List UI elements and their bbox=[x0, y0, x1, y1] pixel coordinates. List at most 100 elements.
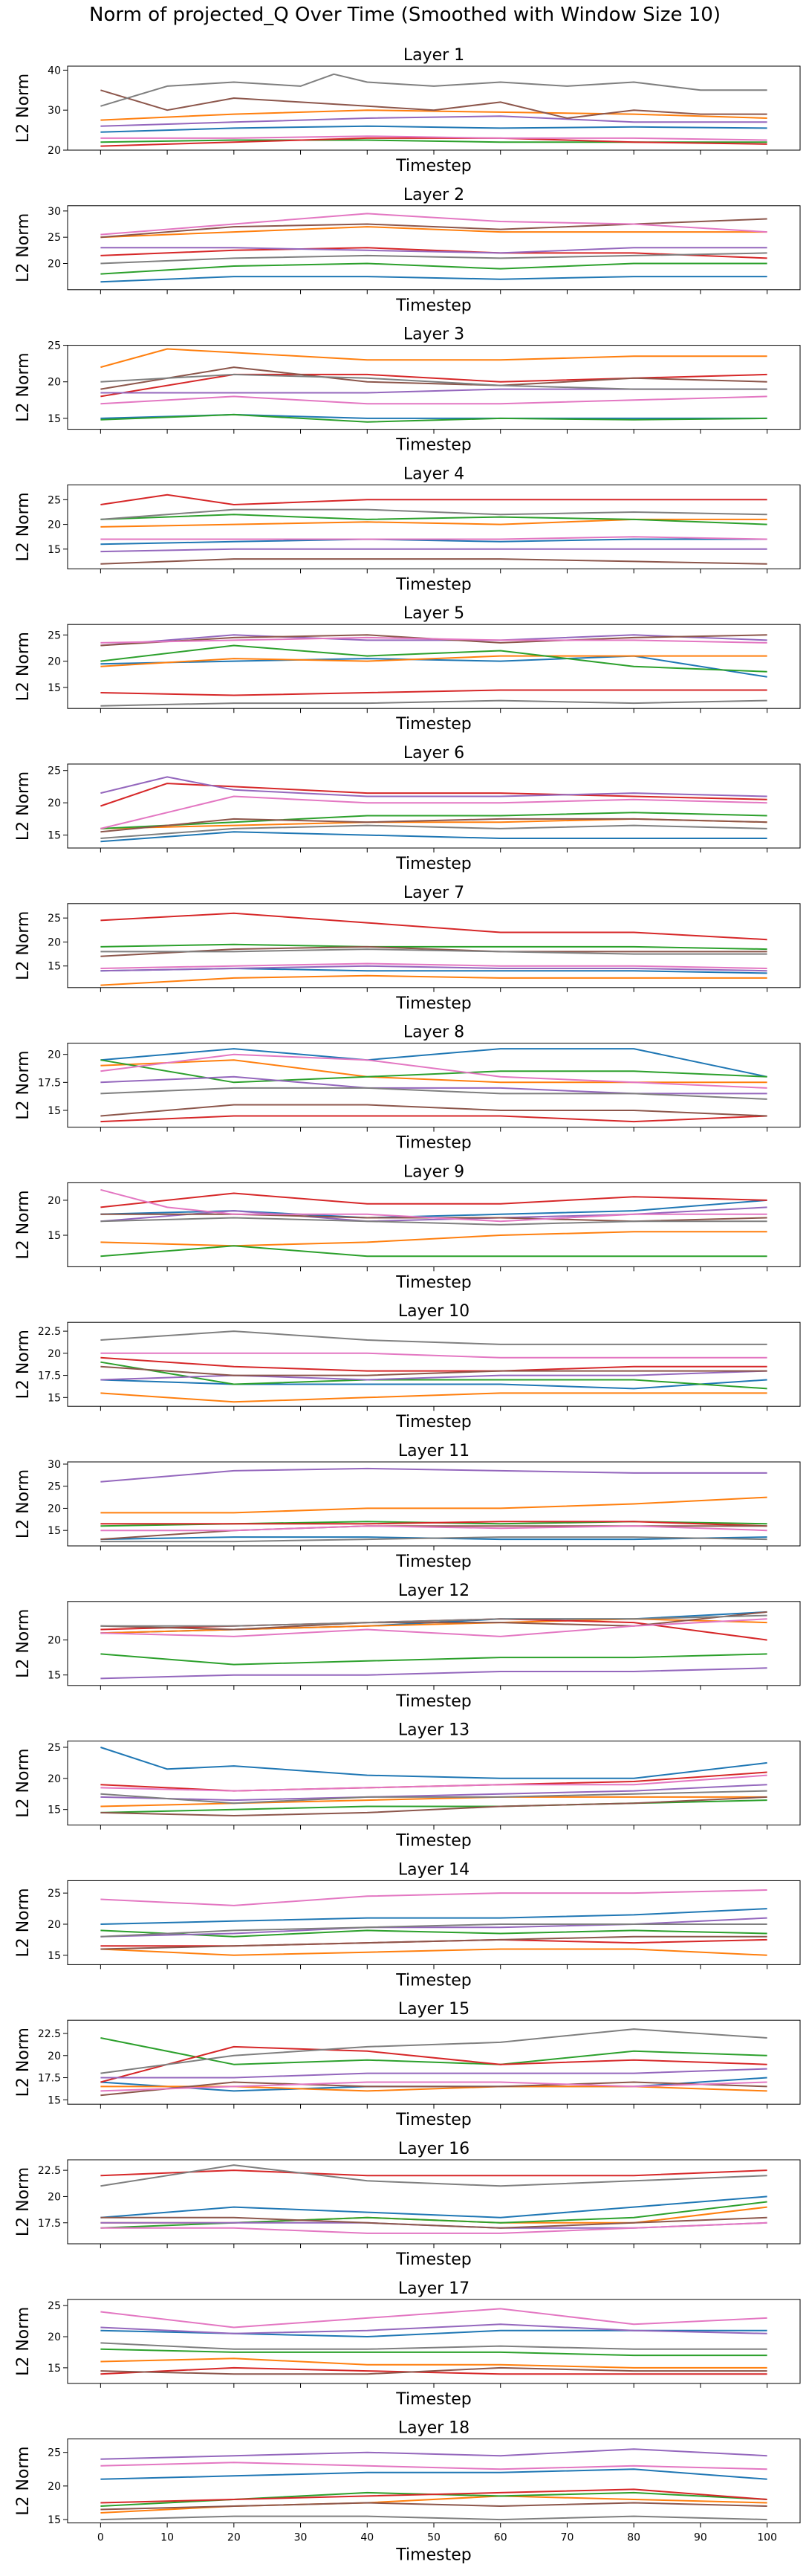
series-line bbox=[100, 2169, 767, 2177]
subplot-title: Layer 11 bbox=[398, 1442, 470, 1460]
series-line bbox=[100, 276, 767, 283]
series-line bbox=[100, 2201, 767, 2229]
series-line bbox=[100, 1352, 767, 1359]
series-line bbox=[100, 2081, 767, 2092]
series-line bbox=[100, 139, 767, 143]
plot-frame bbox=[67, 903, 801, 988]
y-tick-label: 20 bbox=[48, 1348, 61, 1360]
y-tick-label: 40 bbox=[48, 65, 61, 77]
subplot-title: Layer 9 bbox=[403, 1162, 464, 1181]
series-line bbox=[100, 1048, 767, 1078]
y-tick-label: 20 bbox=[48, 1049, 61, 1061]
series-line bbox=[100, 493, 767, 505]
subplot-title: Layer 1 bbox=[403, 46, 464, 65]
y-tick-label: 20 bbox=[48, 2191, 61, 2203]
series-line bbox=[100, 2342, 767, 2350]
plot-frame bbox=[67, 1461, 801, 1547]
x-axis-label: Timestep bbox=[395, 1692, 471, 1711]
x-tick-label: 60 bbox=[494, 2532, 507, 2544]
y-tick-label: 20 bbox=[48, 1773, 61, 1785]
series-line bbox=[100, 1217, 767, 1226]
y-tick-label: 22.5 bbox=[38, 1326, 61, 1338]
subplot-title: Layer 7 bbox=[403, 884, 464, 902]
subplot-layer-18: Layer 18 L2 Norm 15 20 25 0 10 20 30 40 50 60 70 80 90… bbox=[14, 2419, 801, 2565]
y-tick-label: 20 bbox=[48, 936, 61, 948]
series-line bbox=[100, 2488, 767, 2504]
y-tick-label: 25 bbox=[48, 340, 61, 352]
plot-frame bbox=[67, 1741, 801, 1826]
y-axis-label: L2 Norm bbox=[14, 2446, 33, 2515]
series-line bbox=[100, 776, 767, 797]
series-line bbox=[100, 2045, 767, 2083]
series-line bbox=[100, 1536, 767, 1543]
series-line bbox=[100, 137, 767, 147]
x-axis-label: Timestep bbox=[395, 994, 471, 1013]
series-line bbox=[100, 655, 767, 667]
x-axis-label: Timestep bbox=[395, 1971, 471, 1990]
y-tick-label: 22.5 bbox=[38, 2165, 61, 2177]
series-line bbox=[100, 824, 767, 839]
y-tick-label: 22.5 bbox=[38, 2028, 61, 2040]
plot-frame bbox=[67, 2159, 801, 2245]
y-axis-label: L2 Norm bbox=[14, 2028, 33, 2097]
series-line bbox=[100, 1467, 767, 1483]
plot-frame bbox=[67, 2299, 801, 2384]
subplot-title: Layer 3 bbox=[403, 326, 464, 344]
x-tick-label: 70 bbox=[561, 2532, 574, 2544]
series-line bbox=[100, 518, 767, 528]
x-tick-label: 90 bbox=[694, 2532, 707, 2544]
series-line bbox=[100, 795, 767, 829]
y-tick-label: 15 bbox=[48, 413, 61, 425]
y-tick-label: 25 bbox=[48, 766, 61, 777]
series-line bbox=[100, 2366, 767, 2375]
series-line bbox=[100, 1379, 767, 1390]
series-line bbox=[100, 1929, 767, 1938]
x-axis-label: Timestep bbox=[395, 157, 471, 175]
y-tick-label: 25 bbox=[48, 2300, 61, 2312]
series-line bbox=[100, 395, 767, 405]
series-line bbox=[100, 1245, 767, 1258]
y-tick-label: 20 bbox=[48, 1503, 61, 1515]
y-axis-label: L2 Norm bbox=[14, 213, 33, 282]
y-tick-label: 15 bbox=[48, 1950, 61, 1962]
y-tick-label: 15 bbox=[48, 2514, 61, 2526]
y-axis-label: L2 Norm bbox=[14, 911, 33, 980]
subplot-title: Layer 13 bbox=[398, 1721, 470, 1740]
subplot-title: Layer 18 bbox=[398, 2419, 470, 2438]
series-line bbox=[100, 1059, 767, 1084]
y-tick-label: 30 bbox=[48, 105, 61, 117]
subplot-title: Layer 12 bbox=[398, 1582, 470, 1600]
y-axis-label: L2 Norm bbox=[14, 2307, 33, 2376]
y-tick-label: 30 bbox=[48, 206, 61, 218]
series-line bbox=[100, 2081, 767, 2097]
y-tick-label: 20 bbox=[48, 1635, 61, 1647]
series-line bbox=[100, 115, 767, 127]
y-tick-label: 20 bbox=[48, 2481, 61, 2493]
x-axis-label: Timestep bbox=[395, 575, 471, 594]
plot-frame bbox=[67, 345, 801, 430]
y-tick-label: 30 bbox=[48, 1459, 61, 1471]
x-axis-label: Timestep bbox=[395, 2111, 471, 2129]
series-line bbox=[100, 1796, 767, 1816]
x-axis-label: Timestep bbox=[395, 436, 471, 455]
series-line bbox=[100, 2468, 767, 2480]
plot-frame bbox=[67, 1321, 801, 1407]
y-tick-label: 20 bbox=[48, 797, 61, 809]
series-line bbox=[100, 413, 767, 423]
series-line bbox=[100, 2366, 767, 2375]
subplot-title: Layer 10 bbox=[398, 1302, 470, 1321]
subplot-title: Layer 5 bbox=[403, 604, 464, 623]
subplot-layer-13: Layer 13 L2 Norm 15 20 25 Timestep bbox=[14, 1721, 801, 1851]
y-tick-label: 17.5 bbox=[38, 1370, 61, 1382]
x-axis-label: Timestep bbox=[395, 2546, 471, 2565]
plot-frame bbox=[67, 205, 801, 291]
series-line bbox=[100, 1618, 767, 1637]
series-line bbox=[100, 1525, 767, 1532]
series-line bbox=[100, 2216, 767, 2229]
subplot-title: Layer 15 bbox=[398, 2000, 470, 2019]
series-line bbox=[100, 213, 767, 236]
plot-frame bbox=[67, 484, 801, 569]
x-tick-label: 20 bbox=[227, 2532, 241, 2544]
series-line bbox=[100, 348, 767, 369]
y-axis-label: L2 Norm bbox=[14, 1330, 33, 1399]
